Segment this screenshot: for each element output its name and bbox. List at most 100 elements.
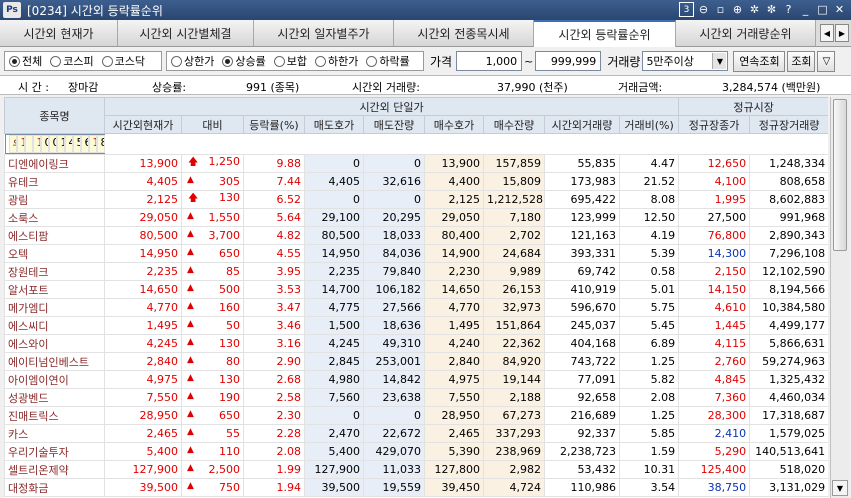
- table-row[interactable]: 진매트릭스 28,950 ▲ 650 2.30 0 0 28,950 67,273 216,689…: [4, 406, 828, 425]
- change-value: 190: [219, 391, 240, 404]
- stock-name[interactable]: 유테크: [4, 172, 105, 191]
- ranking-grid[interactable]: 종목명 시간외 단일가 정규시장 시간외현재가 대비 등락률(%) 매도호가 매…: [4, 97, 828, 498]
- radio-dot[interactable]: [101, 55, 113, 67]
- help-icon[interactable]: ?: [785, 3, 792, 16]
- table-row[interactable]: 카스 2,465 ▲ 55 2.28 2,470 22,672 2,465 337,293 92,…: [4, 424, 828, 443]
- table-row[interactable]: 셀트리온제약 127,900 ▲ 2,500 1.99 127,900 11,033 127,…: [4, 460, 828, 479]
- radio-dot[interactable]: [171, 55, 182, 67]
- price-to-input[interactable]: 999,999: [535, 51, 602, 71]
- tab-change-rank[interactable]: 시간외 등락률순위: [534, 20, 676, 47]
- filter-icon[interactable]: ▽: [817, 50, 836, 72]
- minimize-icon[interactable]: _: [802, 3, 809, 16]
- table-row[interactable]: 디엔에이링크 13,900 🡅 1,250 9.88 0 0 13,900 157,859 55,…: [4, 154, 828, 173]
- table-row[interactable]: 메가엠디 4,770 ▲ 160 3.47 4,775 27,566 4,770 32,973 5…: [4, 298, 828, 317]
- settings-icon[interactable]: ✼: [766, 3, 777, 16]
- header-bid-price[interactable]: 매수호가: [424, 115, 484, 134]
- radio-kospi[interactable]: 코스피: [50, 53, 94, 69]
- stock-name[interactable]: 광림: [4, 190, 105, 209]
- table-row[interactable]: 오텍 14,950 ▲ 650 4.55 14,950 84,036 14,900 24,684…: [4, 244, 828, 263]
- header-bid-qty[interactable]: 매수잔량: [483, 115, 545, 134]
- maximize-icon[interactable]: □: [817, 3, 828, 16]
- header-volume-ratio[interactable]: 거래비(%): [618, 115, 680, 134]
- zoom-in-icon[interactable]: ⊕: [732, 3, 743, 16]
- stock-name[interactable]: 아이엠이연이: [4, 370, 105, 389]
- radio-flat[interactable]: 보합: [273, 53, 307, 69]
- stock-name[interactable]: 우정바이오: [8, 135, 17, 153]
- zoom-out-icon[interactable]: ⊖: [698, 3, 709, 16]
- stock-name[interactable]: 메가엠디: [4, 298, 105, 317]
- close-icon[interactable]: ✕: [834, 3, 845, 16]
- vertical-scrollbar[interactable]: ▼: [830, 97, 849, 498]
- radio-dot[interactable]: [315, 55, 326, 67]
- bid-qty: 22,362: [483, 334, 545, 353]
- table-row[interactable]: 에이티넘인베스트 2,840 ▲ 80 2.90 2,845 253,001 2,840 84,…: [4, 352, 828, 371]
- radio-kosdaq[interactable]: 코스닥: [101, 53, 145, 69]
- stock-name[interactable]: 에스티팜: [4, 226, 105, 245]
- table-row[interactable]: 에스티팜 80,500 ▲ 3,700 4.82 80,500 18,033 80,400 2,…: [4, 226, 828, 245]
- tab-all-quotes[interactable]: 시간외 전종목시세: [394, 20, 534, 46]
- stock-name[interactable]: 에이티넘인베스트: [4, 352, 105, 371]
- stock-name[interactable]: 오텍: [4, 244, 105, 263]
- stock-name[interactable]: 장원테크: [4, 262, 105, 281]
- header-price[interactable]: 시간외현재가: [104, 115, 182, 134]
- header-rate[interactable]: 등락률(%): [243, 115, 305, 134]
- stock-name[interactable]: 디엔에이링크: [4, 154, 105, 173]
- table-row[interactable]: 우리기술투자 5,400 ▲ 110 2.08 5,400 429,070 5,390 238,…: [4, 442, 828, 461]
- stock-name[interactable]: 우리기술투자: [4, 442, 105, 461]
- tab-daily-price[interactable]: 시간외 일자별주가: [254, 20, 394, 46]
- radio-upper-limit[interactable]: 상한가: [171, 53, 214, 69]
- table-row[interactable]: 유테크 4,405 ▲ 305 7.44 4,405 32,616 4,400 15,809 17…: [4, 172, 828, 191]
- table-row[interactable]: 에스와이 4,245 ▲ 130 3.16 4,245 49,310 4,240 22,362 4…: [4, 334, 828, 353]
- table-row[interactable]: 소룩스 29,050 ▲ 1,550 5.64 29,100 20,295 29,050 7,1…: [4, 208, 828, 227]
- scroll-thumb[interactable]: [833, 99, 847, 251]
- radio-dot[interactable]: [366, 55, 378, 67]
- table-row[interactable]: 아이엠이연이 4,975 ▲ 130 2.68 4,980 14,842 4,975 19,14…: [4, 370, 828, 389]
- stock-name[interactable]: 셀트리온제약: [4, 460, 105, 479]
- tab-time-trades[interactable]: 시간외 시간별체결: [118, 20, 254, 46]
- stock-name[interactable]: 에스와이: [4, 334, 105, 353]
- radio-dot[interactable]: [50, 55, 62, 67]
- stock-name[interactable]: 진매트릭스: [4, 406, 105, 425]
- radio-lower-limit[interactable]: 하한가: [315, 53, 358, 69]
- header-change[interactable]: 대비: [181, 115, 244, 134]
- stock-name[interactable]: 카스: [4, 424, 105, 443]
- screen-number-icon[interactable]: 3: [679, 2, 694, 17]
- radio-rise-rate[interactable]: 상승률: [222, 53, 266, 69]
- tab-prev-icon[interactable]: ◀: [820, 24, 834, 42]
- header-regular-volume[interactable]: 정규장거래량: [749, 115, 828, 134]
- table-row[interactable]: 광림 2,125 🡅 130 6.52 0 0 2,125 1,212,528 695,422 8.…: [4, 190, 828, 209]
- header-ask-price[interactable]: 매도호가: [304, 115, 364, 134]
- price-from-input[interactable]: 1,000: [456, 51, 523, 71]
- pin-icon[interactable]: ✲: [749, 3, 760, 16]
- stock-name[interactable]: 대정화금: [4, 478, 105, 497]
- tab-current-price[interactable]: 시간외 현재가: [0, 20, 118, 46]
- stock-name[interactable]: 에스씨디: [4, 316, 105, 335]
- header-regular-close[interactable]: 정규장종가: [678, 115, 751, 134]
- radio-dot[interactable]: [273, 55, 285, 67]
- radio-fall-rate[interactable]: 하락률: [366, 53, 410, 69]
- table-row[interactable]: 성광벤드 7,550 ▲ 190 2.58 7,560 23,638 7,550 2,188 92…: [4, 388, 828, 407]
- stock-name[interactable]: 성광벤드: [4, 388, 105, 407]
- restore-icon[interactable]: ▫: [716, 3, 725, 16]
- continuous-query-button[interactable]: 연속조회: [733, 50, 786, 72]
- table-row[interactable]: 대정화금 39,500 ▲ 750 1.94 39,500 19,559 39,450 4,72…: [4, 478, 828, 497]
- table-row[interactable]: 장원테크 2,235 ▲ 85 3.95 2,235 79,840 2,230 9,989 69,…: [4, 262, 828, 281]
- table-row[interactable]: 알서포트 14,650 ▲ 500 3.53 14,700 106,182 14,650 26,…: [4, 280, 828, 299]
- radio-dot[interactable]: [9, 55, 20, 67]
- header-name[interactable]: 종목명: [4, 97, 105, 134]
- header-volume[interactable]: 시간외거래량: [544, 115, 620, 134]
- query-button[interactable]: 조회: [787, 50, 816, 72]
- table-row[interactable]: 우정바이오11,550🡅1,05010.000011,550434,784586…: [4, 134, 105, 154]
- radio-dot[interactable]: [222, 55, 234, 67]
- radio-all[interactable]: 전체: [9, 53, 42, 69]
- table-row[interactable]: 에스씨디 1,495 ▲ 50 3.46 1,500 18,636 1,495 151,864 2…: [4, 316, 828, 335]
- volume-select[interactable]: 5만주이상 ▼: [642, 51, 729, 71]
- tab-volume-rank[interactable]: 시간외 거래량순위: [676, 20, 816, 46]
- header-ask-qty[interactable]: 매도잔량: [363, 115, 425, 134]
- scroll-down-icon[interactable]: ▼: [832, 480, 848, 496]
- chevron-down-icon[interactable]: ▼: [712, 53, 727, 69]
- stock-name[interactable]: 소룩스: [4, 208, 105, 227]
- stock-name[interactable]: 알서포트: [4, 280, 105, 299]
- change-cell: ▲ 110: [181, 442, 244, 461]
- tab-next-icon[interactable]: ▶: [835, 24, 849, 42]
